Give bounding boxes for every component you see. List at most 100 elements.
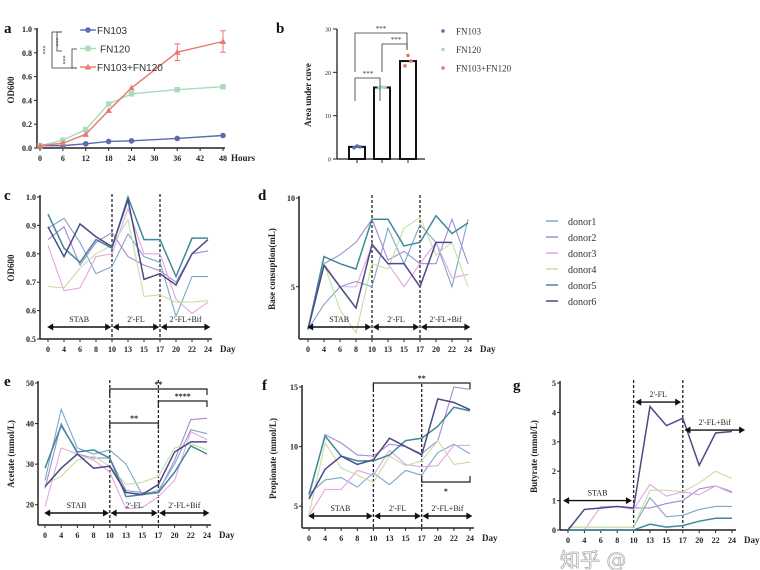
x-tick-label: 20 bbox=[171, 531, 179, 540]
arrow-head bbox=[739, 426, 746, 434]
data-point bbox=[105, 101, 112, 107]
arrow-head bbox=[420, 323, 427, 331]
period-label: 2'-FL+Bif bbox=[699, 418, 732, 427]
x-tick-label: 24 bbox=[464, 345, 472, 354]
data-point bbox=[59, 139, 67, 146]
series-line-donor1 bbox=[307, 219, 469, 330]
x-tick-label: 24 bbox=[203, 531, 211, 540]
y-tick-label: 0.7 bbox=[26, 278, 36, 287]
period-label: 2'-FL bbox=[649, 390, 667, 399]
y-tick-label: 30 bbox=[26, 460, 34, 469]
x-tick-label: 17 bbox=[418, 534, 426, 543]
arrow-head bbox=[675, 398, 682, 406]
significance-label: * bbox=[444, 487, 448, 496]
arrow-head bbox=[414, 512, 421, 520]
x-tick-label: 10 bbox=[368, 345, 376, 354]
sig-bracket bbox=[354, 32, 408, 72]
sig-bracket bbox=[354, 77, 381, 101]
watermark: 知乎 @ bbox=[560, 548, 626, 570]
arrow-head bbox=[102, 509, 109, 517]
arrow-head bbox=[159, 509, 166, 517]
arrow-head bbox=[47, 323, 54, 331]
x-tick-label: 15 bbox=[138, 531, 146, 540]
x-tick-label: 10 bbox=[369, 534, 377, 543]
data-point bbox=[220, 84, 226, 90]
legend-label: FN120 bbox=[100, 45, 130, 56]
panel-d-base-consumption: d 5 10 0 4 6 8 10 13 15 17 20 22 24 Day Base consuption… bbox=[258, 188, 496, 354]
data-point bbox=[128, 91, 135, 97]
data-point bbox=[128, 138, 135, 144]
data-point bbox=[174, 135, 181, 142]
x-tick-label: 22 bbox=[187, 531, 195, 540]
x-axis-label: Day bbox=[220, 344, 236, 354]
series-line-donor1 bbox=[308, 443, 471, 495]
y-tick-label: 0.2 bbox=[22, 120, 32, 129]
series-line-donor5 bbox=[44, 423, 208, 498]
panel-label: b bbox=[276, 21, 284, 37]
sig-bracket bbox=[71, 48, 77, 69]
replicate-point bbox=[406, 53, 410, 58]
x-tick-label: 17 bbox=[156, 345, 164, 354]
x-tick-label: 20 bbox=[432, 345, 440, 354]
x-tick-label: 0 bbox=[307, 534, 311, 543]
x-tick-label: 4 bbox=[582, 536, 586, 545]
significance-label: ** bbox=[418, 374, 426, 383]
y-tick-label: 0.4 bbox=[22, 96, 32, 105]
y-tick-label: 0 bbox=[552, 526, 556, 535]
series-line-donor6 bbox=[308, 398, 471, 500]
sig-bracket bbox=[372, 382, 471, 389]
y-tick-label: 5 bbox=[291, 283, 295, 292]
y-tick-label: 0.0 bbox=[22, 144, 32, 153]
legend-label: donor6 bbox=[568, 297, 596, 308]
legend-marker bbox=[441, 66, 445, 70]
significance-label: *** bbox=[43, 46, 49, 55]
legend-label: FN103+FN120 bbox=[97, 63, 163, 74]
y-tick-label: 20 bbox=[325, 71, 331, 77]
y-tick-label: 10 bbox=[290, 443, 298, 452]
x-tick-label: 15 bbox=[662, 536, 670, 545]
x-axis-label: Hours bbox=[231, 153, 256, 163]
arrow-head bbox=[466, 512, 473, 520]
x-tick-label: 12 bbox=[82, 154, 90, 163]
x-tick-label: 36 bbox=[173, 154, 181, 163]
series-line-donor4 bbox=[44, 443, 208, 486]
significance-label: *** bbox=[63, 56, 69, 65]
series-line-donor5 bbox=[47, 194, 208, 279]
donor-legend: donor1 donor2 donor3 donor4 donor5 donor6 bbox=[546, 217, 596, 308]
series-line-donor5 bbox=[307, 214, 469, 330]
significance-label: *** bbox=[391, 36, 402, 44]
y-axis-label: Butyrate (mmol/L) bbox=[529, 420, 539, 493]
replicate-point bbox=[380, 85, 384, 89]
x-tick-label: 22 bbox=[712, 536, 720, 545]
x-tick-label: 8 bbox=[92, 531, 96, 540]
arrow-head bbox=[563, 497, 570, 505]
x-tick-label: 13 bbox=[124, 345, 132, 354]
y-axis-label: Acetate (mmol/L) bbox=[6, 420, 16, 488]
y-tick-label: 0.9 bbox=[26, 221, 36, 230]
y-tick-label: 10 bbox=[325, 114, 331, 120]
data-point bbox=[220, 132, 226, 139]
bar-FN103 bbox=[348, 145, 366, 161]
period-label: STAB bbox=[329, 315, 349, 324]
y-tick-label: 15 bbox=[290, 383, 298, 392]
y-tick-label: 1.0 bbox=[26, 193, 36, 202]
sig-bracket bbox=[381, 43, 408, 72]
x-tick-label: 8 bbox=[355, 534, 359, 543]
x-tick-label: 6 bbox=[338, 345, 342, 354]
y-tick-label: 50 bbox=[26, 379, 34, 388]
significance-label: ** bbox=[130, 414, 138, 423]
y-tick-label: 5 bbox=[294, 502, 298, 511]
panel-label: g bbox=[513, 378, 521, 394]
arrow-head bbox=[372, 323, 379, 331]
x-tick-label: 6 bbox=[599, 536, 603, 545]
replicate-point bbox=[352, 145, 356, 150]
data-point bbox=[82, 131, 89, 137]
panel-label: f bbox=[262, 378, 268, 394]
y-tick-label: 0 bbox=[328, 158, 331, 164]
x-tick-label: 22 bbox=[188, 345, 196, 354]
series-line-donor6 bbox=[567, 404, 733, 531]
bar-FN120 bbox=[373, 86, 391, 160]
x-tick-label: 13 bbox=[646, 536, 654, 545]
x-axis-label: Day bbox=[219, 530, 235, 540]
data-point bbox=[36, 142, 44, 149]
